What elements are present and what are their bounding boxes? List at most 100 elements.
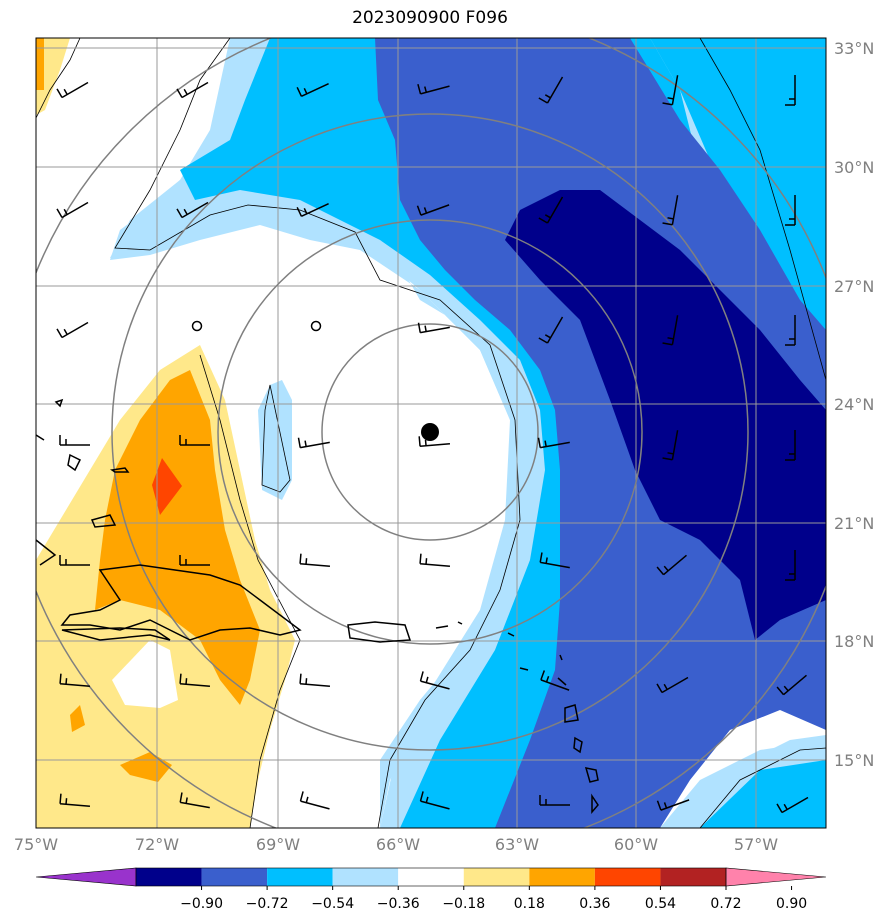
wind-barb-icon — [656, 799, 690, 811]
wind-barb-icon — [297, 437, 330, 449]
contour-lines — [36, 38, 826, 828]
colorbar-tick-label: −0.72 — [246, 896, 289, 912]
shade-medium-blue — [375, 38, 826, 828]
range-rings — [36, 38, 826, 828]
colorbar-tick-label: 0.36 — [579, 896, 610, 912]
shade-cyan — [270, 38, 826, 380]
wind-barb-icon — [785, 550, 796, 581]
wind-barb-icon — [419, 671, 450, 690]
wind-barb-icon — [785, 315, 796, 346]
lon-label: 57°W — [734, 835, 778, 854]
wind-barb-icon — [419, 553, 451, 568]
lon-label: 69°W — [256, 835, 300, 854]
wind-barb-icon — [299, 553, 331, 568]
wind-barb-icon — [417, 322, 450, 334]
colorbar-segment — [332, 868, 399, 886]
wind-barb-icon — [179, 555, 210, 566]
colorbar-tick-label: −0.36 — [377, 896, 420, 912]
lat-label: 27°N — [834, 277, 874, 296]
wind-barb-icon — [538, 316, 564, 344]
graticule — [36, 38, 826, 828]
map-area — [36, 38, 826, 828]
wind-barb-icon — [179, 435, 210, 446]
wind-barb-icon — [56, 201, 89, 219]
wind-barb-icon — [776, 674, 807, 696]
colorbar-segment — [267, 868, 333, 886]
calm-marker-icon — [310, 320, 322, 332]
wind-barb-icon — [59, 555, 90, 566]
wind-barb-icon — [656, 554, 687, 576]
wind-barb-icon — [176, 81, 209, 99]
lon-label: 66°W — [376, 835, 420, 854]
wind-barb-icon — [179, 673, 211, 688]
colorbar-tick-label: 0.72 — [710, 896, 741, 912]
colorbar-segment — [201, 868, 268, 886]
shade-pale-yellow — [36, 38, 70, 115]
wind-barb-icon — [540, 670, 570, 691]
wind-barb-icon — [179, 792, 210, 809]
wind-barb-icon — [59, 673, 91, 688]
colorbar-tick-label: 0.18 — [514, 896, 545, 912]
wind-barb-icon — [538, 76, 564, 104]
wind-barbs — [56, 75, 809, 814]
lat-label: 15°N — [834, 751, 874, 770]
colorbar-segment — [529, 868, 595, 886]
colorbar-segment — [463, 868, 530, 886]
wind-barb-icon — [56, 321, 89, 339]
lat-label: 18°N — [834, 632, 874, 651]
wind-barb-icon — [538, 196, 564, 224]
wind-barb-icon — [539, 795, 570, 806]
wind-barb-icon — [299, 791, 330, 810]
wind-barb-icon — [176, 201, 209, 219]
shade-navy — [505, 190, 826, 640]
longitude-axis: 75°W 72°W 69°W 66°W 63°W 60°W 57°W — [14, 835, 778, 854]
wind-barb-icon — [662, 75, 679, 106]
colorbar-tick-label: −0.90 — [180, 896, 223, 912]
lat-label: 33°N — [834, 39, 874, 58]
colorbar-tick-label: −0.54 — [311, 896, 354, 912]
map-frame — [35, 37, 827, 829]
wind-barb-icon — [299, 673, 331, 688]
lon-label: 60°W — [614, 835, 658, 854]
colorbar-segment — [660, 868, 726, 886]
shade-orange — [36, 38, 44, 90]
lat-label: 24°N — [834, 395, 874, 414]
colorbar: −0.90 −0.72 −0.54 −0.36 −0.18 0.18 0.36 0.54 0.7… — [35, 867, 827, 912]
colorbar-tick-label: 0.90 — [776, 896, 807, 912]
wind-barb-icon — [416, 204, 450, 216]
wind-barb-icon — [418, 436, 451, 448]
wind-barb-icon — [785, 75, 796, 106]
lat-label: 21°N — [834, 514, 874, 533]
wind-barb-icon — [59, 793, 91, 808]
wind-barb-icon — [56, 81, 89, 99]
lon-label: 75°W — [14, 835, 58, 854]
wind-barb-icon — [776, 796, 809, 814]
latitude-axis: 33°N 30°N 27°N 24°N 21°N 18°N 15°N — [834, 39, 874, 770]
lon-label: 63°W — [495, 835, 539, 854]
wind-barb-icon — [417, 84, 450, 95]
lon-label: 72°W — [135, 835, 179, 854]
colorbar-tick-label: 0.54 — [645, 896, 676, 912]
colorbar-segment — [594, 868, 661, 886]
wind-barb-icon — [662, 430, 679, 461]
wind-barb-icon — [59, 435, 90, 446]
wind-barb-icon — [656, 676, 689, 694]
wind-barb-icon — [296, 202, 329, 218]
wind-barb-icon — [662, 315, 679, 346]
wind-barb-icon — [785, 430, 796, 461]
wind-barb-icon — [539, 552, 570, 569]
lat-label: 30°N — [834, 158, 874, 177]
colorbar-tick-label: −0.18 — [442, 896, 485, 912]
wind-barb-icon — [537, 437, 570, 449]
coastlines — [36, 398, 599, 815]
shade-red — [152, 458, 182, 515]
wind-barb-icon — [296, 82, 329, 98]
wind-barb-icon — [419, 791, 450, 810]
storm-center-marker — [421, 423, 439, 441]
wind-barb-icon — [785, 195, 796, 226]
wind-barb-icon — [662, 195, 679, 226]
colorbar-extend-low — [35, 867, 137, 887]
plot-title: 2023090900 F096 — [352, 8, 508, 28]
colorbar-extend-high — [725, 867, 827, 887]
